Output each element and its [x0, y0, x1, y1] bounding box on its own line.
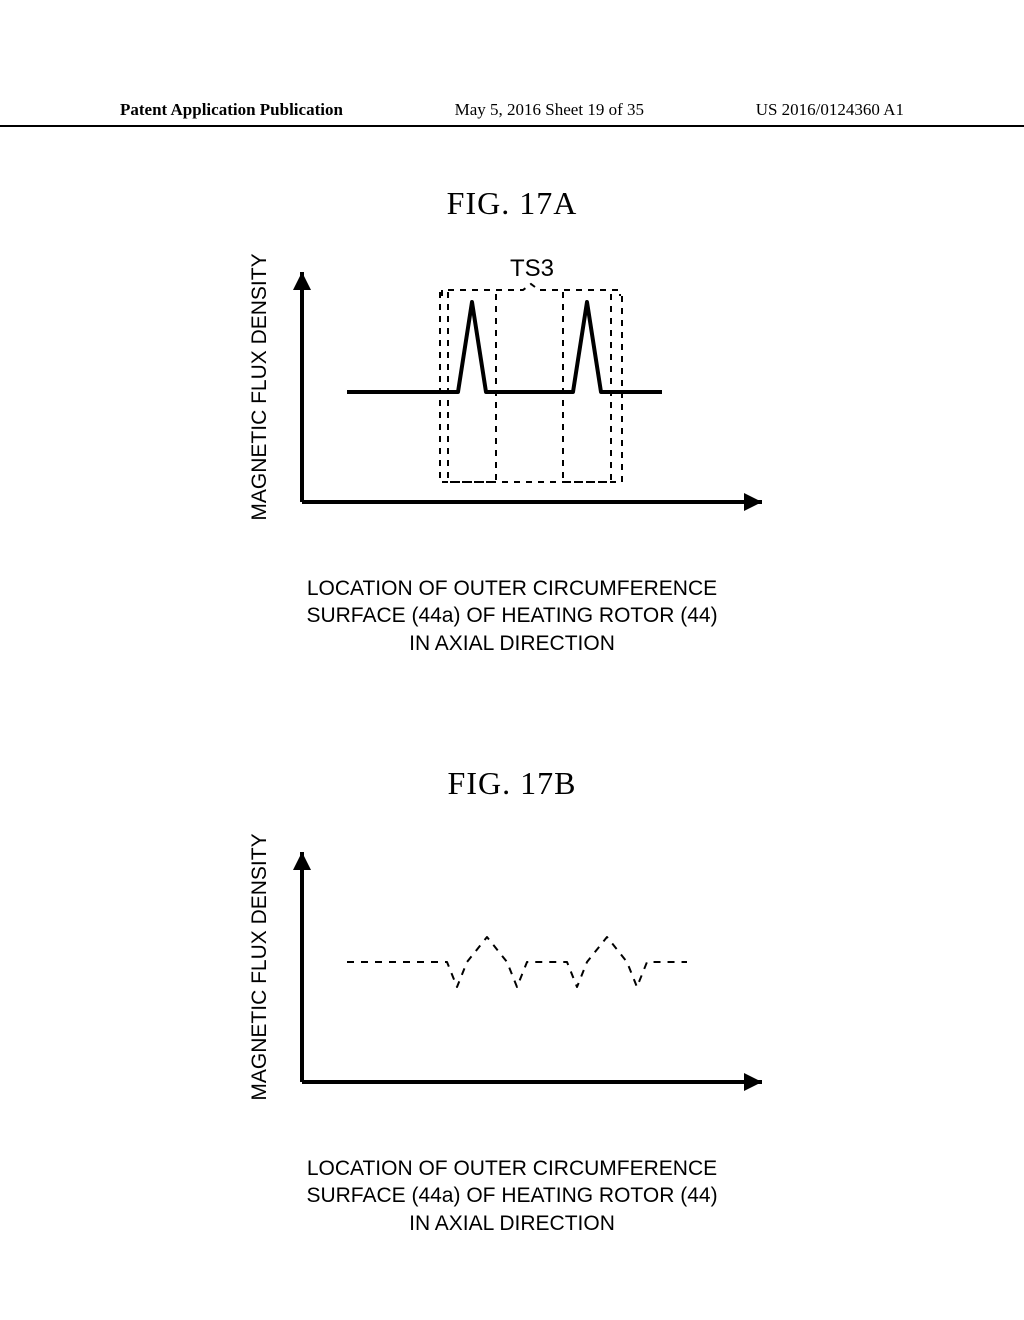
xlabel-b-line1: LOCATION OF OUTER CIRCUMFERENCE	[0, 1155, 1024, 1182]
figure-17a-title: FIG. 17A	[0, 185, 1024, 222]
xlabel-a-line2: SURFACE (44a) OF HEATING ROTOR (44)	[0, 602, 1024, 629]
header-center: May 5, 2016 Sheet 19 of 35	[455, 100, 644, 120]
xlabel-b-line3: IN AXIAL DIRECTION	[0, 1210, 1024, 1237]
xlabel-a-line3: IN AXIAL DIRECTION	[0, 630, 1024, 657]
header-right: US 2016/0124360 A1	[756, 100, 904, 120]
figure-17b-title: FIG. 17B	[0, 765, 1024, 802]
svg-text:MAGNETIC FLUX DENSITY: MAGNETIC FLUX DENSITY	[248, 833, 271, 1100]
figure-17a-xlabel: LOCATION OF OUTER CIRCUMFERENCE SURFACE …	[0, 575, 1024, 657]
xlabel-a-line1: LOCATION OF OUTER CIRCUMFERENCE	[0, 575, 1024, 602]
svg-text:TS3: TS3	[510, 255, 554, 282]
page-header: Patent Application Publication May 5, 20…	[0, 100, 1024, 127]
figure-17a: FIG. 17A MAGNETIC FLUX DENSITY TS3 LOCATI…	[0, 185, 1024, 657]
chart-a-svg: MAGNETIC FLUX DENSITY TS3	[242, 252, 782, 532]
figure-17a-chart: MAGNETIC FLUX DENSITY TS3	[232, 252, 792, 572]
figure-17b-xlabel: LOCATION OF OUTER CIRCUMFERENCE SURFACE …	[0, 1155, 1024, 1237]
svg-text:MAGNETIC FLUX DENSITY: MAGNETIC FLUX DENSITY	[248, 253, 271, 520]
figure-17b: FIG. 17B MAGNETIC FLUX DENSITY LOCATION …	[0, 765, 1024, 1237]
header-left: Patent Application Publication	[120, 100, 343, 120]
xlabel-b-line2: SURFACE (44a) OF HEATING ROTOR (44)	[0, 1182, 1024, 1209]
figure-17b-chart: MAGNETIC FLUX DENSITY	[232, 832, 792, 1152]
chart-b-svg: MAGNETIC FLUX DENSITY	[242, 832, 782, 1112]
